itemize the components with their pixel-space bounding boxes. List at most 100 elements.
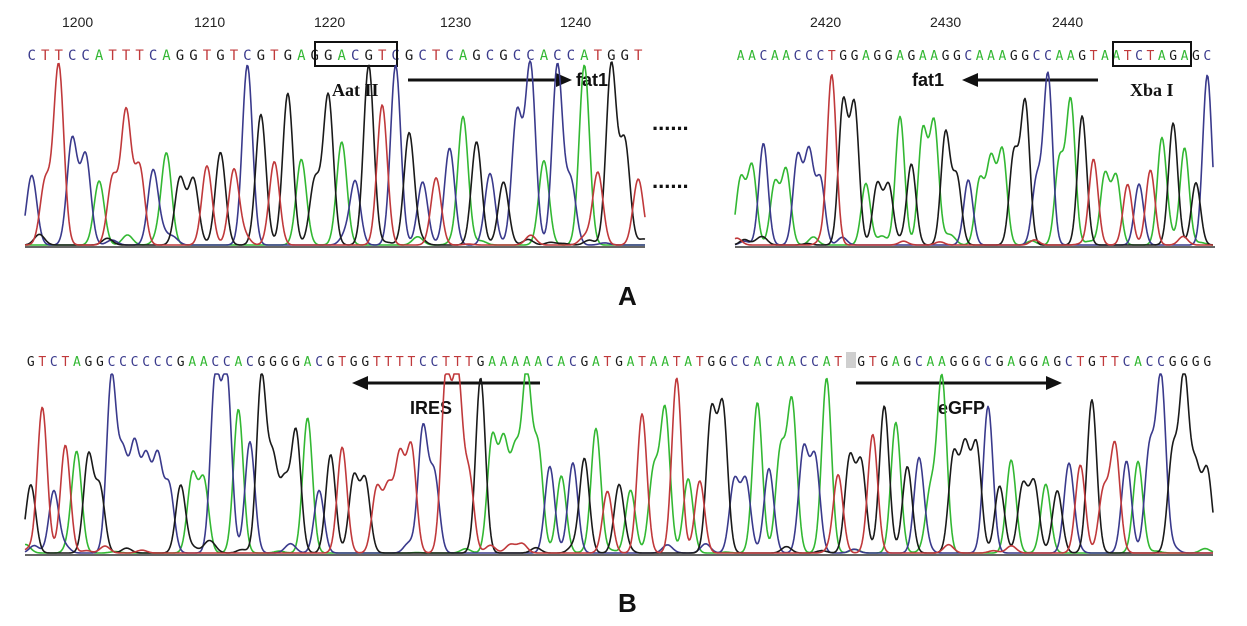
base-call: T	[108, 48, 117, 64]
base-call: G	[1078, 49, 1086, 64]
base-call: C	[526, 48, 534, 64]
base-call: A	[297, 48, 306, 64]
base-call: A	[557, 355, 565, 370]
base-call: G	[907, 49, 915, 64]
base-call: C	[1146, 355, 1154, 370]
base-call: T	[432, 48, 441, 64]
base-call: C	[805, 49, 813, 64]
base-call: A	[661, 355, 669, 370]
base-call: G	[961, 355, 969, 370]
chromatogram-trace-a-right	[734, 71, 1214, 246]
base-call: A	[999, 49, 1007, 64]
base-call: A	[748, 49, 756, 64]
base-call: G	[880, 355, 888, 370]
base-call: C	[243, 48, 251, 64]
panel-letter-a: A	[618, 281, 637, 311]
base-call: T	[270, 48, 279, 64]
base-call: A	[162, 48, 171, 64]
xba1-site-box	[1112, 41, 1192, 67]
base-call: G	[1053, 355, 1061, 370]
base-call: G	[281, 355, 289, 370]
base-call: G	[85, 355, 93, 370]
base-call: C	[108, 355, 116, 370]
base-call: G	[996, 355, 1004, 370]
fat1-label-right: fat1	[912, 70, 944, 90]
base-call: C	[28, 48, 36, 64]
trace-channel-a	[25, 64, 645, 246]
base-call: A	[1042, 355, 1050, 370]
base-call: A	[650, 355, 658, 370]
base-call: C	[811, 355, 819, 370]
base-call: C	[800, 355, 808, 370]
chromatogram-trace-b	[24, 373, 1214, 554]
trace-channel-t	[24, 62, 646, 246]
base-call: C	[730, 355, 738, 370]
base-call: A	[753, 355, 761, 370]
base-call: T	[1076, 355, 1084, 370]
base-call: A	[304, 355, 312, 370]
base-call: T	[1146, 49, 1154, 64]
base-call: A	[523, 355, 531, 370]
base-call: G	[364, 48, 372, 64]
base-call: A	[684, 355, 692, 370]
base-call: A	[892, 355, 900, 370]
base-call: A	[896, 49, 904, 64]
fat1-label-left: fat1	[576, 70, 608, 90]
base-call: A	[200, 355, 208, 370]
base-call: C	[119, 355, 127, 370]
base-call: A	[1158, 49, 1166, 64]
base-call: T	[38, 355, 46, 370]
base-call: C	[419, 355, 427, 370]
base-call: C	[154, 355, 162, 370]
base-call: G	[27, 355, 35, 370]
base-call: C	[50, 355, 58, 370]
base-call: G	[257, 48, 265, 64]
trace-channel-a	[25, 373, 1214, 554]
base-call: T	[454, 355, 462, 370]
base-call: A	[1007, 355, 1015, 370]
base-call: G	[1169, 355, 1177, 370]
base-call: G	[857, 355, 865, 370]
position-label: 1240	[560, 14, 591, 30]
base-call: G	[477, 355, 485, 370]
base-call: T	[338, 355, 346, 370]
base-call: C	[1033, 49, 1041, 64]
position-label: 1210	[194, 14, 225, 30]
position-label: 1200	[62, 14, 93, 30]
base-call: A	[580, 48, 589, 64]
base-call: C	[765, 355, 773, 370]
base-call: G	[472, 48, 480, 64]
base-call: G	[950, 355, 958, 370]
base-call: C	[81, 48, 89, 64]
base-call: G	[1203, 355, 1211, 370]
arrow-left-icon	[352, 376, 368, 390]
arrow-left-icon	[962, 73, 978, 87]
base-call: T	[673, 355, 681, 370]
base-call: C	[445, 48, 453, 64]
base-call: G	[615, 355, 623, 370]
base-call: T	[54, 48, 63, 64]
trace-channel-g	[734, 96, 1213, 246]
base-call: C	[816, 49, 824, 64]
base-call: G	[284, 48, 292, 64]
base-call: G	[903, 355, 911, 370]
base-call: T	[203, 48, 212, 64]
base-call: A	[927, 355, 935, 370]
base-call: T	[828, 49, 836, 64]
base-call: G	[96, 355, 104, 370]
base-call: G	[216, 48, 224, 64]
base-call: A	[534, 355, 542, 370]
base-call: C	[567, 48, 575, 64]
base-call: T	[465, 355, 473, 370]
base-call: G	[324, 48, 332, 64]
base-call: T	[61, 355, 69, 370]
base-call: G	[580, 355, 588, 370]
base-call: T	[834, 355, 842, 370]
base-call: T	[1124, 49, 1132, 64]
base-call: G	[1021, 49, 1029, 64]
xba1-label: Xba I	[1130, 80, 1174, 100]
base-call: A	[862, 49, 870, 64]
base-call: A	[1067, 49, 1075, 64]
base-call: T	[696, 355, 704, 370]
